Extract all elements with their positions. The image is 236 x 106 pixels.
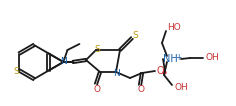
Text: O: O	[93, 84, 101, 93]
Text: NH: NH	[163, 54, 177, 64]
Text: S: S	[132, 31, 138, 40]
Text: N: N	[113, 68, 119, 77]
Text: OH: OH	[174, 82, 188, 91]
Text: S: S	[94, 45, 100, 54]
Text: HO: HO	[167, 22, 181, 31]
Text: S: S	[13, 67, 19, 76]
Text: O: O	[156, 66, 164, 76]
Text: N: N	[60, 57, 67, 66]
Text: OH: OH	[205, 54, 219, 63]
Text: +: +	[175, 53, 181, 62]
Text: O: O	[138, 86, 144, 95]
